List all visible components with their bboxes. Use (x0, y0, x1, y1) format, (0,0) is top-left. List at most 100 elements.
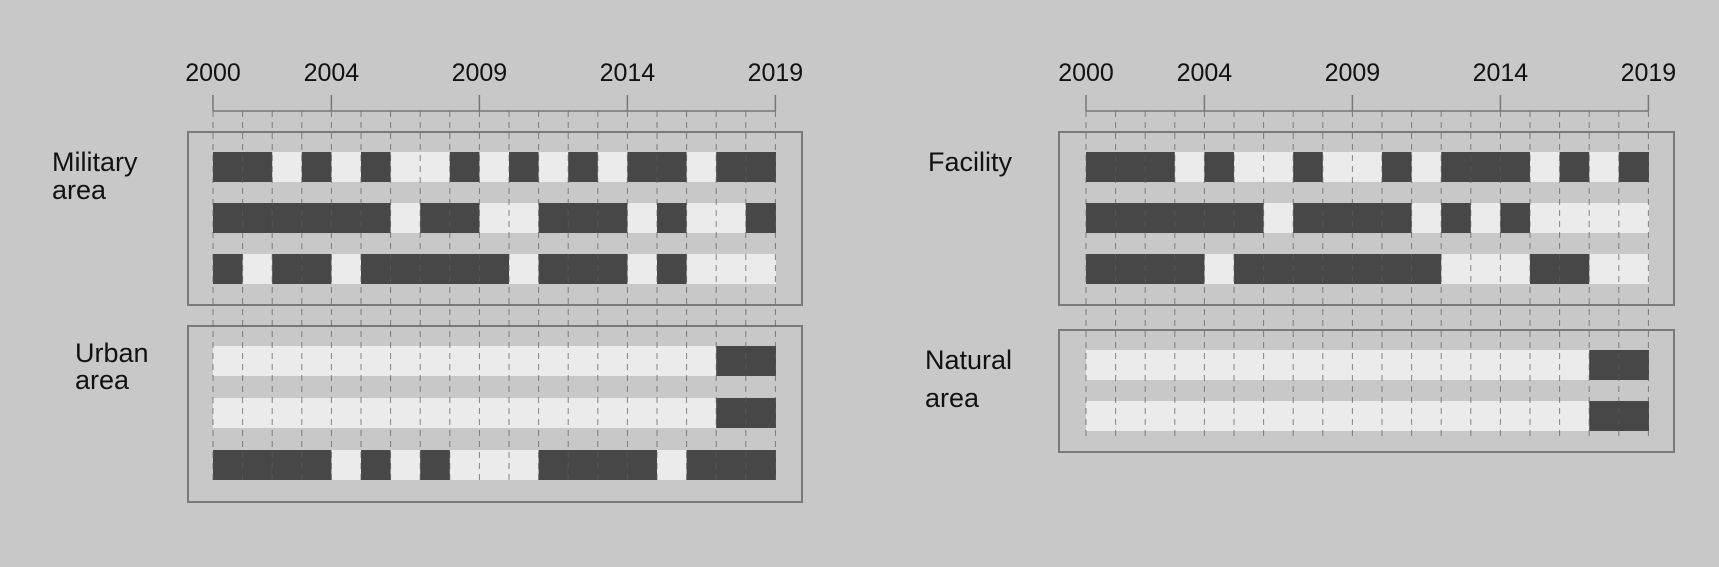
heatmap-cell (449, 398, 480, 428)
heatmap-cell (538, 152, 569, 182)
heatmap-cell (657, 398, 688, 428)
heatmap-cell (213, 203, 244, 233)
heatmap-cell (1382, 203, 1413, 233)
heatmap-cell (361, 254, 392, 284)
group-label: Facility (928, 147, 1013, 177)
heatmap-cell (538, 203, 569, 233)
heatmap-cell (657, 450, 688, 480)
heatmap-cell (597, 346, 628, 376)
heatmap-cell (1559, 401, 1590, 431)
heatmap-cell (1500, 152, 1531, 182)
group-label: area (75, 365, 130, 395)
heatmap-cell (1589, 203, 1620, 233)
heatmap-cell (213, 398, 244, 428)
heatmap-cell (420, 346, 451, 376)
heatmap-cell (1470, 203, 1501, 233)
heatmap-cell (1500, 401, 1531, 431)
heatmap-cell (272, 450, 303, 480)
heatmap-cell (1441, 152, 1472, 182)
heatmap-cell (1263, 203, 1294, 233)
heatmap-cell (509, 398, 540, 428)
heatmap-cell (1234, 152, 1265, 182)
heatmap-cell (361, 346, 392, 376)
x-tick-label: 2000 (1058, 59, 1114, 87)
heatmap-cell (1382, 401, 1413, 431)
heatmap-cell (627, 203, 658, 233)
heatmap-cell (627, 450, 658, 480)
heatmap-cell (1234, 401, 1265, 431)
heatmap-cell (1530, 401, 1561, 431)
heatmap-cell (449, 450, 480, 480)
heatmap-cell (420, 152, 451, 182)
heatmap-cell (1322, 350, 1353, 380)
heatmap-cell (331, 152, 362, 182)
heatmap-cell (1145, 203, 1176, 233)
x-tick-label: 2004 (304, 59, 360, 87)
heatmap-cell (716, 152, 747, 182)
group-frame (1058, 131, 1675, 306)
heatmap-cell (213, 450, 244, 480)
heatmap-cell (390, 450, 421, 480)
heatmap-cell (1234, 254, 1265, 284)
heatmap-cell (568, 152, 599, 182)
heatmap-cell (479, 450, 510, 480)
heatmap-cell (568, 450, 599, 480)
heatmap-cell (1411, 401, 1442, 431)
heatmap-cell (1559, 254, 1590, 284)
heatmap-cell (479, 152, 510, 182)
heatmap-cell (1500, 350, 1531, 380)
heatmap-cell (1441, 254, 1472, 284)
chart-panel-left: 2000 2004 2009 2014 2019MilitaryareaUrbanare… (52, 59, 803, 503)
heatmap-cell (509, 254, 540, 284)
heatmap-cell (479, 203, 510, 233)
heatmap-cell (1115, 152, 1146, 182)
heatmap-cell (301, 398, 332, 428)
heatmap-cell (657, 254, 688, 284)
heatmap-cell (538, 450, 569, 480)
heatmap-cell (479, 398, 510, 428)
heatmap-cell (1204, 203, 1235, 233)
heatmap-cell (657, 152, 688, 182)
heatmap-cell (597, 450, 628, 480)
heatmap-cell (1411, 152, 1442, 182)
heatmap-cell (1441, 203, 1472, 233)
heatmap-cell (1411, 254, 1442, 284)
heatmap-cell (538, 254, 569, 284)
heatmap-cell (1500, 203, 1531, 233)
heatmap-cell (745, 254, 776, 284)
heatmap-cell (390, 152, 421, 182)
heatmap-cell (449, 346, 480, 376)
heatmap-cell (597, 254, 628, 284)
heatmap-cell (1382, 254, 1413, 284)
heatmap-cell (627, 152, 658, 182)
heatmap-cell (1086, 254, 1117, 284)
heatmap-cell (1352, 254, 1383, 284)
heatmap-cell (479, 254, 510, 284)
heatmap-cell (213, 346, 244, 376)
heatmap-cell (272, 398, 303, 428)
heatmap-cell (745, 203, 776, 233)
heatmap-cell (627, 398, 658, 428)
heatmap-cell (331, 398, 362, 428)
heatmap-cell (420, 450, 451, 480)
heatmap-cell (361, 398, 392, 428)
heatmap-cell (686, 398, 717, 428)
heatmap-cell (597, 152, 628, 182)
heatmap-cell (627, 254, 658, 284)
heatmap-cell (301, 254, 332, 284)
heatmap-cell (657, 346, 688, 376)
heatmap-cell (390, 203, 421, 233)
heatmap-cell (301, 152, 332, 182)
x-tick-label: 2004 (1177, 59, 1233, 87)
heatmap-cell (509, 450, 540, 480)
heatmap-cell (1174, 401, 1205, 431)
heatmap-cell (538, 398, 569, 428)
heatmap-cell (449, 203, 480, 233)
heatmap-cell (1589, 152, 1620, 182)
heatmap-cell (361, 203, 392, 233)
heatmap-cell (1263, 152, 1294, 182)
heatmap-cell (1174, 152, 1205, 182)
heatmap-cell (1086, 350, 1117, 380)
heatmap-cell (686, 346, 717, 376)
heatmap-cell (1589, 401, 1620, 431)
